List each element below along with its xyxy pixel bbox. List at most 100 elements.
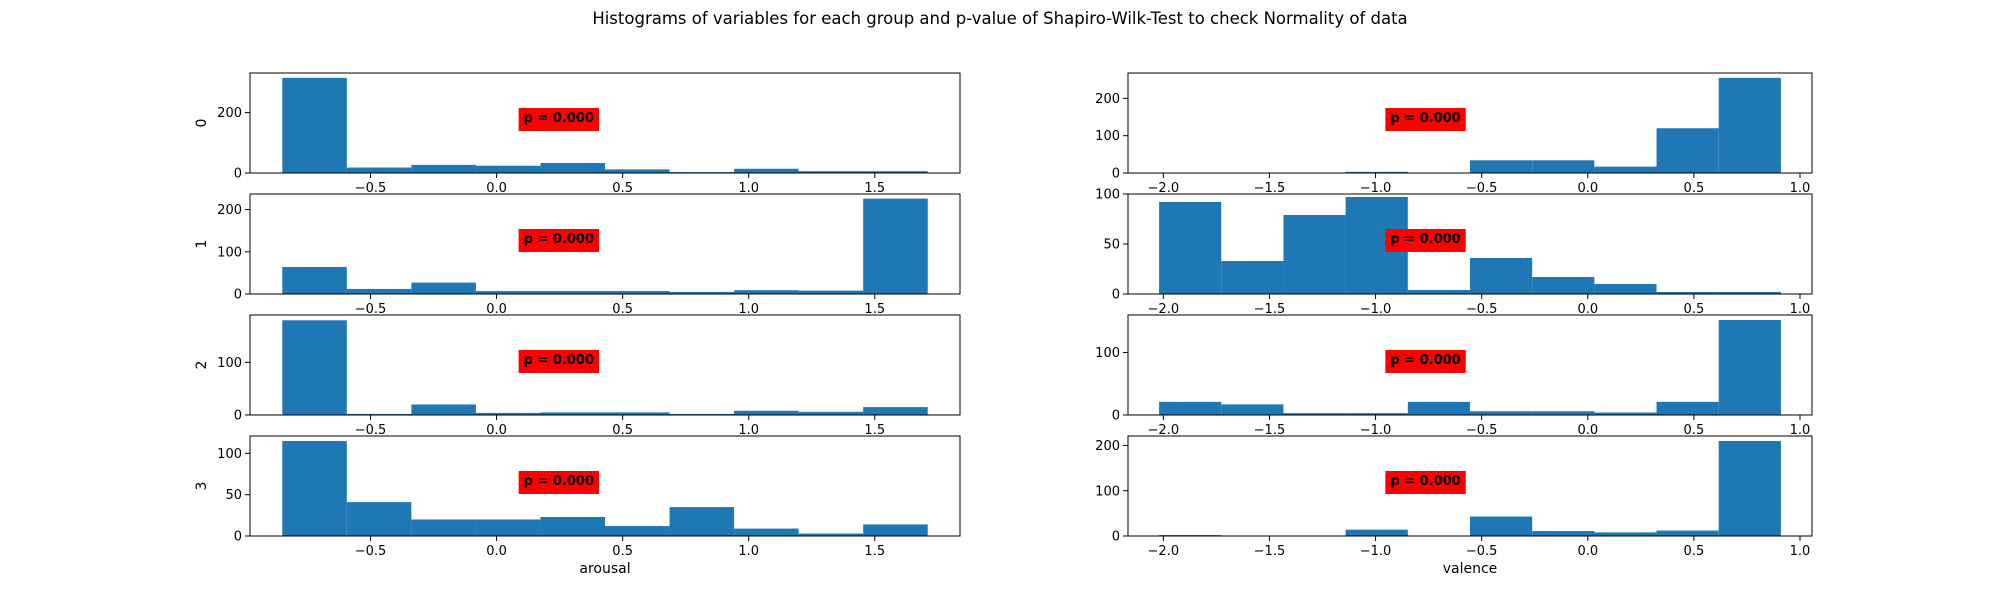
x-tick-label: 0.5: [612, 181, 633, 196]
y-tick-label: 0: [234, 167, 242, 182]
x-tick-label: 0.0: [1577, 181, 1598, 196]
p-value-background: [1385, 350, 1466, 373]
histogram-bar: [1656, 530, 1719, 536]
histogram-bar: [540, 516, 605, 536]
histogram-bar: [669, 291, 735, 294]
histogram-bar: [1159, 202, 1222, 294]
p-value-background: [518, 108, 600, 131]
x-tick-label: −1.5: [1254, 181, 1286, 196]
x-tick-label: 0.0: [486, 181, 507, 196]
histogram-bar: [1283, 413, 1346, 415]
p-value-text: p = 0.000: [524, 474, 594, 489]
y-tick-label: 100: [217, 245, 242, 260]
histogram-bar: [1470, 160, 1533, 173]
histogram-bar: [1345, 413, 1408, 415]
histogram-bar: [669, 507, 735, 536]
x-tick-label: −2.0: [1148, 302, 1180, 317]
histogram-bar: [1407, 290, 1470, 294]
p-value-annotation: p = 0.000: [518, 471, 600, 494]
x-tick-label: 1.0: [1790, 544, 1811, 559]
axes-frame: [249, 435, 961, 537]
histogram-bar: [1532, 531, 1595, 536]
y-axis-label: 0: [194, 119, 210, 128]
x-tick-label: 1.0: [1790, 302, 1811, 317]
histogram-bar: [411, 164, 476, 173]
subplot-valence-group-2: −2.0 −1.5 −1.0 −0.5 0.0 0.5 1.0 0 100 p = 0.000: [1095, 314, 1813, 438]
histogram-bar: [798, 411, 864, 415]
x-tick-label: −2.0: [1148, 181, 1180, 196]
axes-frame: [1127, 72, 1813, 174]
x-axis-label: valence: [1443, 561, 1498, 577]
histogram-bar: [863, 407, 928, 415]
p-value-text: p = 0.000: [524, 232, 594, 247]
y-tick-label: 0: [1112, 409, 1120, 424]
histogram-bar: [1470, 258, 1533, 294]
x-tick-label: 1.5: [864, 181, 885, 196]
x-tick-label: 1.5: [864, 423, 885, 438]
x-tick-label: −1.0: [1360, 302, 1392, 317]
histogram-bar: [1718, 77, 1781, 173]
p-value-text: p = 0.000: [1390, 474, 1460, 489]
y-tick-label: 0: [234, 409, 242, 424]
p-value-annotation: p = 0.000: [518, 229, 600, 252]
histogram-bar: [282, 440, 347, 536]
p-value-annotation: p = 0.000: [1385, 471, 1466, 494]
x-tick-label: 0.5: [1684, 181, 1705, 196]
y-tick-label: 100: [217, 447, 242, 462]
p-value-background: [1385, 229, 1466, 252]
histogram-bar: [346, 502, 412, 536]
x-tick-label: 1.0: [738, 181, 759, 196]
histogram-bar: [605, 526, 670, 536]
x-tick-label: −0.5: [355, 181, 387, 196]
y-tick-label: 0: [1112, 288, 1120, 303]
p-value-background: [518, 229, 600, 252]
x-tick-label: −2.0: [1148, 544, 1180, 559]
histogram-bar: [1594, 532, 1657, 536]
histogram-bar: [798, 290, 864, 294]
x-tick-label: 0.5: [612, 544, 633, 559]
p-value-annotation: p = 0.000: [1385, 108, 1466, 131]
subplot-valence-group-1: −2.0 −1.5 −1.0 −0.5 0.0 0.5 1.0 0 50 100 p = 0.000: [1095, 188, 1813, 317]
x-tick-label: −1.0: [1360, 544, 1392, 559]
p-value-annotation: p = 0.000: [518, 350, 600, 373]
y-tick-label: 100: [217, 356, 242, 371]
histogram-bar: [1407, 401, 1470, 415]
p-value-text: p = 0.000: [1390, 232, 1460, 247]
histogram-bar: [1656, 292, 1719, 294]
y-tick-label: 50: [1103, 238, 1120, 253]
subplot-valence-group-3: −2.0 −1.5 −1.0 −0.5 0.0 0.5 1.0 0 100 200 valence p…: [1095, 435, 1813, 577]
x-tick-label: −2.0: [1148, 423, 1180, 438]
y-tick-label: 200: [217, 106, 242, 121]
p-value-annotation: p = 0.000: [1385, 229, 1466, 252]
x-tick-label: 1.5: [864, 302, 885, 317]
x-tick-label: 1.0: [1790, 181, 1811, 196]
histogram-bar: [346, 288, 412, 294]
histogram-bar: [475, 165, 541, 173]
x-tick-label: 0.0: [1577, 302, 1598, 317]
x-tick-label: −1.0: [1360, 423, 1392, 438]
x-tick-label: −0.5: [1466, 302, 1498, 317]
histogram-bar: [863, 198, 928, 294]
y-tick-label: 100: [1095, 129, 1120, 144]
histogram-bar: [734, 528, 799, 536]
x-tick-label: 1.0: [1790, 423, 1811, 438]
p-value-text: p = 0.000: [524, 111, 594, 126]
x-axis-label: arousal: [579, 561, 630, 577]
x-tick-label: 1.5: [864, 544, 885, 559]
p-value-background: [1385, 471, 1466, 494]
figure-title: Histograms of variables for each group a…: [592, 9, 1407, 28]
histogram-bar: [1594, 166, 1657, 173]
histogram-bar: [475, 519, 541, 536]
p-value-annotation: p = 0.000: [1385, 350, 1466, 373]
histogram-bar: [734, 410, 799, 415]
y-tick-label: 200: [217, 203, 242, 218]
x-tick-label: 1.0: [738, 423, 759, 438]
histogram-bar: [1656, 128, 1719, 173]
histogram-bar: [734, 168, 799, 173]
x-tick-label: 0.5: [1684, 423, 1705, 438]
p-value-text: p = 0.000: [524, 353, 594, 368]
histogram-bar: [605, 412, 670, 415]
histogram-bar: [1345, 529, 1408, 536]
